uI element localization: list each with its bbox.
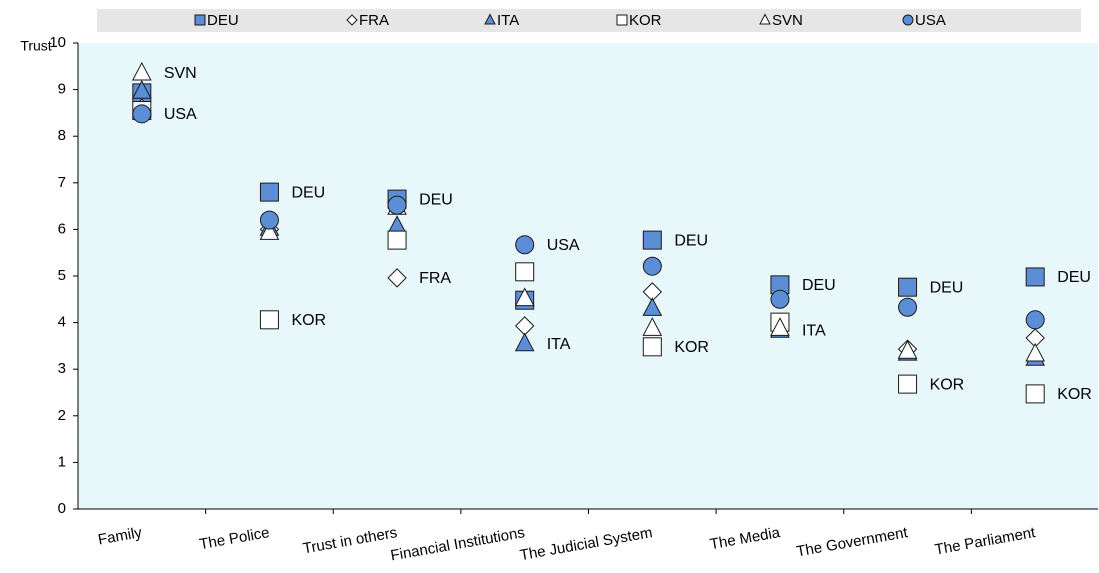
plot-background	[78, 43, 1098, 509]
y-tick-label: 10	[49, 34, 66, 51]
y-tick-label: 4	[58, 314, 66, 331]
triangle-marker	[259, 221, 280, 240]
annotation: DEU	[930, 279, 964, 296]
circle-marker	[1025, 310, 1045, 330]
triangle-marker	[484, 13, 496, 25]
square-marker	[259, 182, 279, 202]
triangle-marker	[514, 332, 535, 352]
x-tick-label: The Media	[709, 524, 782, 553]
annotation: DEU	[291, 184, 325, 201]
circle-marker	[132, 104, 152, 124]
annotation: ITA	[802, 322, 826, 339]
square-marker	[642, 230, 662, 250]
y-tick-label: 7	[58, 174, 66, 191]
circle-marker	[387, 195, 407, 215]
annotation: KOR	[930, 376, 965, 393]
annotation: SVN	[164, 65, 197, 82]
y-tick-label: 5	[58, 267, 66, 284]
square-marker	[1025, 384, 1045, 404]
legend-label: KOR	[629, 12, 662, 29]
y-tick-label: 8	[58, 127, 66, 144]
x-tick-label: The Police	[198, 524, 271, 553]
triangle-marker	[131, 61, 152, 81]
x-tick-label: The Parliament	[933, 524, 1037, 559]
annotation: DEU	[802, 277, 836, 294]
triangle-marker	[897, 340, 918, 359]
circle-marker	[770, 289, 790, 309]
diamond-marker	[387, 268, 407, 288]
y-axis-label: Trust	[20, 38, 51, 54]
square-marker	[194, 14, 206, 26]
triangle-marker	[759, 13, 771, 25]
square-marker	[898, 374, 918, 394]
square-marker	[898, 277, 918, 297]
legend-label: USA	[915, 12, 946, 29]
annotation: USA	[164, 106, 197, 123]
annotation: USA	[547, 237, 580, 254]
square-marker	[642, 337, 662, 357]
circle-marker	[898, 297, 918, 317]
legend-label: ITA	[497, 12, 519, 29]
square-marker	[1025, 267, 1045, 287]
annotation: FRA	[419, 270, 451, 287]
y-tick-label: 6	[58, 220, 66, 237]
annotation: DEU	[419, 191, 453, 208]
x-tick-label: The Government	[795, 524, 910, 560]
y-tick-label: 0	[58, 500, 66, 517]
triangle-marker	[131, 80, 152, 99]
y-tick-label: 2	[58, 407, 66, 424]
annotation: KOR	[674, 339, 709, 356]
triangle-marker	[1025, 342, 1046, 362]
legend-label: SVN	[772, 12, 803, 29]
triangle-marker	[642, 317, 663, 336]
square-marker	[387, 230, 407, 250]
square-marker	[259, 310, 279, 330]
annotation: KOR	[291, 312, 326, 329]
triangle-marker	[770, 317, 790, 336]
x-tick-label: Financial Institutions	[389, 524, 526, 564]
circle-marker	[902, 14, 914, 26]
triangle-marker	[514, 287, 535, 307]
annotation: ITA	[547, 336, 571, 353]
x-tick-label: Family	[97, 524, 144, 548]
x-tick-label: The Judicial System	[519, 524, 654, 564]
legend-label: FRA	[359, 12, 389, 29]
square-marker	[515, 262, 535, 282]
annotation: DEU	[1057, 269, 1091, 286]
legend-label: DEU	[207, 12, 239, 29]
annotation: KOR	[1057, 386, 1092, 403]
legend-background	[97, 9, 1081, 32]
y-tick-label: 9	[58, 81, 66, 98]
triangle-marker	[642, 297, 663, 316]
circle-marker	[259, 210, 279, 230]
annotation: DEU	[674, 232, 708, 249]
y-tick-label: 1	[58, 453, 66, 470]
diamond-marker	[346, 14, 358, 26]
square-marker	[616, 14, 628, 26]
circle-marker	[515, 235, 535, 255]
y-tick-label: 3	[58, 360, 66, 377]
x-tick-label: Trust in others	[302, 524, 399, 557]
circle-marker	[642, 256, 662, 276]
